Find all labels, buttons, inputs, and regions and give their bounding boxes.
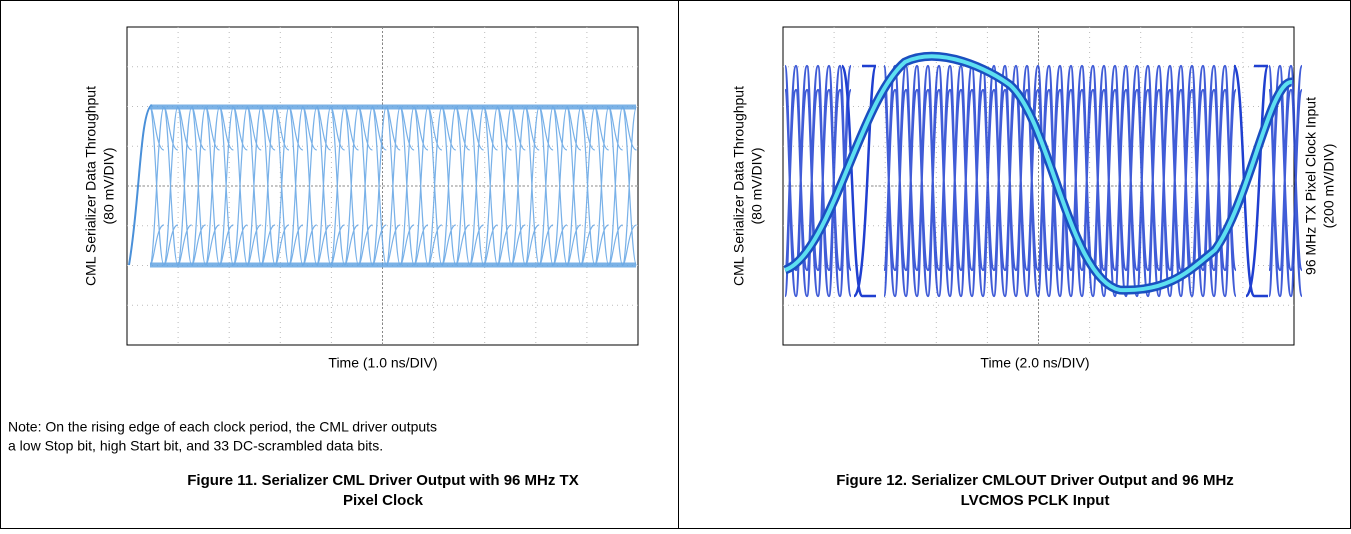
trace — [344, 106, 360, 266]
x-label: Time (2.0 ns/DIV) — [980, 355, 1089, 371]
x-label: Time (1.0 ns/DIV) — [328, 355, 437, 371]
trace — [371, 106, 387, 266]
trace — [1080, 64, 1095, 298]
trace — [926, 64, 941, 298]
trace — [580, 106, 596, 266]
y-label: CML Serializer Data Throughput — [731, 86, 747, 286]
trace — [427, 106, 443, 266]
trace — [385, 106, 401, 266]
trace — [399, 106, 415, 266]
trace — [260, 106, 276, 266]
trace — [302, 106, 318, 266]
trace — [1289, 64, 1304, 298]
trace — [1190, 64, 1205, 298]
trace — [191, 106, 207, 266]
trace — [827, 64, 842, 298]
trace — [622, 106, 638, 266]
trace — [1157, 64, 1172, 298]
trace — [1003, 64, 1018, 298]
trace — [794, 64, 809, 298]
trace — [1135, 64, 1150, 298]
trace — [1113, 64, 1128, 298]
trace — [1014, 64, 1029, 298]
trace — [981, 64, 996, 298]
trace — [483, 106, 499, 266]
trace — [469, 106, 485, 266]
trace — [1212, 64, 1227, 298]
trace — [1025, 64, 1040, 298]
caption: Pixel Clock — [343, 492, 424, 509]
trace — [205, 106, 221, 266]
trace — [915, 64, 930, 298]
y-label-unit: (80 mV/DIV) — [101, 147, 117, 224]
trace — [904, 64, 919, 298]
trace — [1036, 64, 1051, 298]
caption: LVCMOS PCLK Input — [961, 492, 1110, 509]
trace — [959, 64, 974, 298]
trace — [1102, 64, 1117, 298]
trace — [357, 106, 373, 266]
trace — [1179, 64, 1194, 298]
clock — [784, 54, 1293, 293]
trace — [1278, 64, 1293, 298]
trace — [948, 64, 963, 298]
trace — [1069, 64, 1084, 298]
trace — [1267, 64, 1282, 298]
trace — [566, 106, 582, 266]
trace — [510, 106, 526, 266]
trace — [805, 64, 820, 298]
trace — [1201, 64, 1216, 298]
trace — [246, 106, 262, 266]
caption: Figure 11. Serializer CML Driver Output … — [187, 472, 578, 489]
trace — [1146, 64, 1161, 298]
y-label-unit: (80 mV/DIV) — [749, 147, 765, 224]
trace — [274, 106, 290, 266]
trace — [882, 64, 897, 298]
trace — [524, 106, 540, 266]
y2-label: 96 MHz TX Pixel Clock Input — [1303, 97, 1319, 275]
trace — [177, 106, 193, 266]
y2-label-unit: (200 mV/DIV) — [1321, 144, 1337, 229]
note: Note: On the rising edge of each clock p… — [8, 419, 437, 435]
trace — [163, 106, 179, 266]
trace — [1058, 64, 1073, 298]
trace — [232, 106, 248, 266]
trace — [893, 64, 908, 298]
trace — [783, 64, 798, 298]
trace — [594, 106, 610, 266]
trace — [455, 106, 471, 266]
trace — [538, 106, 554, 266]
waveform-right — [783, 27, 1304, 345]
trace — [608, 106, 624, 266]
trace — [413, 106, 429, 266]
trace — [937, 64, 952, 298]
y-label: CML Serializer Data Throughput — [83, 86, 99, 286]
trace — [316, 106, 332, 266]
trace — [1168, 64, 1183, 298]
trace — [840, 64, 878, 298]
trace — [496, 106, 512, 266]
trace — [1091, 64, 1106, 298]
trace — [218, 106, 234, 266]
trace — [816, 64, 831, 298]
trace — [970, 64, 985, 298]
waveform-left — [127, 27, 638, 345]
note: a low Stop bit, high Start bit, and 33 D… — [8, 438, 383, 454]
trace — [441, 106, 457, 266]
trace — [1124, 64, 1139, 298]
caption: Figure 12. Serializer CMLOUT Driver Outp… — [836, 472, 1234, 489]
trace — [992, 64, 1007, 298]
trace — [330, 106, 346, 266]
trace — [552, 106, 568, 266]
trace — [149, 106, 165, 266]
trace — [1223, 64, 1238, 298]
trace — [128, 104, 153, 266]
trace — [288, 106, 304, 266]
